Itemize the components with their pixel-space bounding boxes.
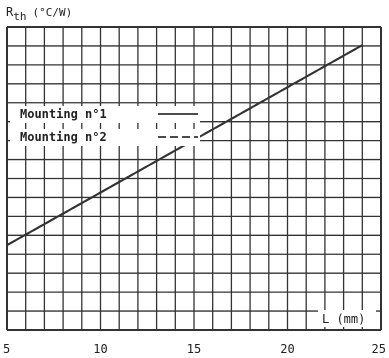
grid	[6, 26, 382, 331]
legend-bg	[10, 129, 200, 146]
x-axis-label-bg	[318, 310, 376, 327]
legend-label-1: Mounting n°1	[20, 107, 107, 121]
y-axis-label: Rth (°C/W)	[6, 5, 72, 23]
legend-label-2: Mounting n°2	[20, 130, 107, 144]
x-axis-label: L (mm)	[322, 312, 365, 326]
x-tick-label: 5	[3, 342, 10, 356]
x-tick-label: 10	[93, 342, 107, 356]
y-axis-label-unit: (°C/W)	[32, 6, 72, 19]
x-tick-label: 15	[187, 342, 201, 356]
x-tick-label: 25	[372, 342, 386, 356]
x-tick-labels: 5 10 15 20 25	[3, 342, 386, 356]
y-axis-label-main: R	[6, 5, 14, 19]
x-tick-label: 20	[280, 342, 294, 356]
legend-bg	[10, 106, 200, 123]
y-axis-label-sub: th	[13, 10, 26, 23]
legend: Mounting n°1 Mounting n°2	[10, 106, 200, 146]
